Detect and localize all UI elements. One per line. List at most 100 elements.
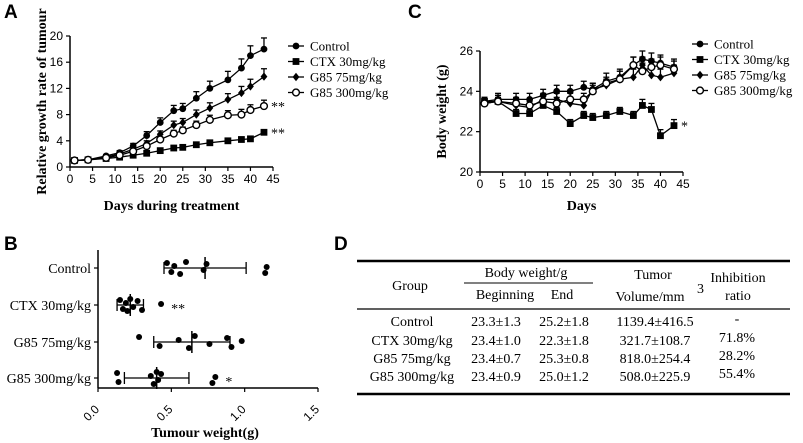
a-legend-label: CTX 30mg/kg xyxy=(310,54,386,69)
c-data-point xyxy=(657,73,664,82)
a-x-tick-label: 15 xyxy=(131,172,145,186)
c-data-point xyxy=(539,97,548,106)
a-legend-label: G85 300mg/kg xyxy=(310,85,389,100)
a-data-point xyxy=(238,136,245,143)
c-y-tick-label: 24 xyxy=(460,84,474,98)
a-series-0 xyxy=(71,37,268,164)
a-data-point xyxy=(70,156,79,165)
d-cell-volume: 1139.4±416.5 xyxy=(616,315,693,330)
a-series-line xyxy=(74,76,265,162)
a-legend-marker xyxy=(292,58,300,65)
a-data-point xyxy=(206,85,214,92)
b-data-point xyxy=(158,371,165,377)
d-header-volume-superscript: 3 xyxy=(697,282,704,297)
d-table-row: Control 23.3±1.3 25.2±1.8 1139.4±416.5 - xyxy=(391,312,740,330)
panel-letter-d: D xyxy=(334,234,348,255)
c-data-point xyxy=(656,61,665,70)
c-legend-marker xyxy=(696,40,704,48)
b-data-point xyxy=(147,373,154,379)
a-y-axis-label: Relative growth rate of tumour xyxy=(35,8,50,194)
b-data-point xyxy=(228,344,235,350)
a-significance-label: ** xyxy=(271,126,285,141)
a-x-tick-label: 10 xyxy=(108,172,122,186)
a-data-point xyxy=(192,120,201,130)
a-data-point xyxy=(238,88,245,98)
a-data-point xyxy=(260,45,268,53)
b-data-point xyxy=(114,370,121,376)
a-data-point xyxy=(206,103,214,113)
a-data-point xyxy=(246,105,255,115)
c-data-point xyxy=(629,112,637,119)
b-category-label: Control xyxy=(48,262,91,277)
c-data-point xyxy=(566,120,574,127)
c-data-point xyxy=(616,108,624,115)
a-data-point xyxy=(156,119,164,126)
c-data-point xyxy=(526,110,534,117)
c-y-tick-label: 26 xyxy=(460,44,474,58)
a-data-point xyxy=(170,107,178,115)
c-legend-label: G85 300mg/kg xyxy=(714,83,793,98)
a-legend-marker xyxy=(292,72,300,82)
c-data-point xyxy=(493,97,503,106)
b-data-point xyxy=(203,261,210,267)
c-legend-marker xyxy=(696,70,704,80)
a-data-point xyxy=(260,128,268,136)
b-category-label: G85 300mg/kg xyxy=(7,372,91,387)
b-x-axis-label: Tumour weight(g) xyxy=(151,426,259,441)
a-significance-label: ** xyxy=(271,100,285,115)
d-cell-volume: 508.0±225.9 xyxy=(620,370,691,385)
d-cell-end: 25.0±1.2 xyxy=(539,370,589,385)
c-data-point xyxy=(552,99,561,108)
d-header-ratio: ratio xyxy=(725,289,751,304)
a-x-tick-label: 25 xyxy=(176,172,190,186)
c-data-point xyxy=(512,110,520,117)
d-cell-ratio: - xyxy=(735,312,740,327)
c-data-point xyxy=(588,87,597,96)
d-cell-end: 25.2±1.8 xyxy=(539,315,589,330)
c-data-point xyxy=(670,122,678,130)
a-y-tick-label: 4 xyxy=(56,134,63,148)
c-series-line xyxy=(484,100,675,137)
a-y-tick-label: 0 xyxy=(56,160,63,174)
a-x-tick-label: 40 xyxy=(244,172,258,186)
panel-d-summary-table: Group Body weight/g Beginning End Tumor Volum… xyxy=(357,259,790,396)
c-data-point xyxy=(580,83,588,91)
b-data-point xyxy=(191,333,198,339)
b-data-point xyxy=(136,334,143,340)
a-data-point xyxy=(224,95,232,104)
b-group-1: CTX 30mg/kg ** xyxy=(10,294,185,317)
c-series-3 xyxy=(480,56,679,110)
c-data-point xyxy=(639,102,646,109)
a-data-point xyxy=(206,139,214,147)
a-data-point xyxy=(223,111,232,120)
c-x-tick-label: 40 xyxy=(654,177,668,191)
b-data-point xyxy=(127,296,134,302)
b-data-point xyxy=(163,260,170,266)
b-data-point xyxy=(183,259,189,265)
c-data-point xyxy=(629,61,638,70)
d-cell-group: G85 75mg/kg xyxy=(373,352,450,367)
b-data-point xyxy=(200,267,207,273)
c-data-point xyxy=(669,65,679,74)
d-cell-group: Control xyxy=(391,315,434,330)
b-data-point xyxy=(238,338,245,344)
d-cell-ratio: 71.8% xyxy=(719,331,756,346)
a-data-point xyxy=(156,147,164,155)
c-data-point xyxy=(511,99,521,108)
b-data-point xyxy=(115,379,122,385)
c-x-tick-label: 0 xyxy=(477,177,484,191)
c-data-point xyxy=(579,95,588,104)
b-x-tick-label: 1.0 xyxy=(227,402,249,424)
c-data-point xyxy=(602,79,611,88)
c-legend-marker xyxy=(696,56,704,63)
b-data-point xyxy=(168,269,175,275)
panel-letter-c: C xyxy=(408,2,422,23)
c-data-point xyxy=(602,112,610,119)
a-data-point xyxy=(205,115,214,124)
a-data-point xyxy=(156,135,165,144)
d-table-row: G85 300mg/kg 23.4±0.9 25.0±1.2 508.0±225.9 5… xyxy=(370,367,756,385)
a-legend-marker xyxy=(292,42,300,50)
b-data-point xyxy=(206,341,213,347)
b-data-point xyxy=(185,345,192,351)
c-legend-label: CTX 30mg/kg xyxy=(714,52,790,67)
